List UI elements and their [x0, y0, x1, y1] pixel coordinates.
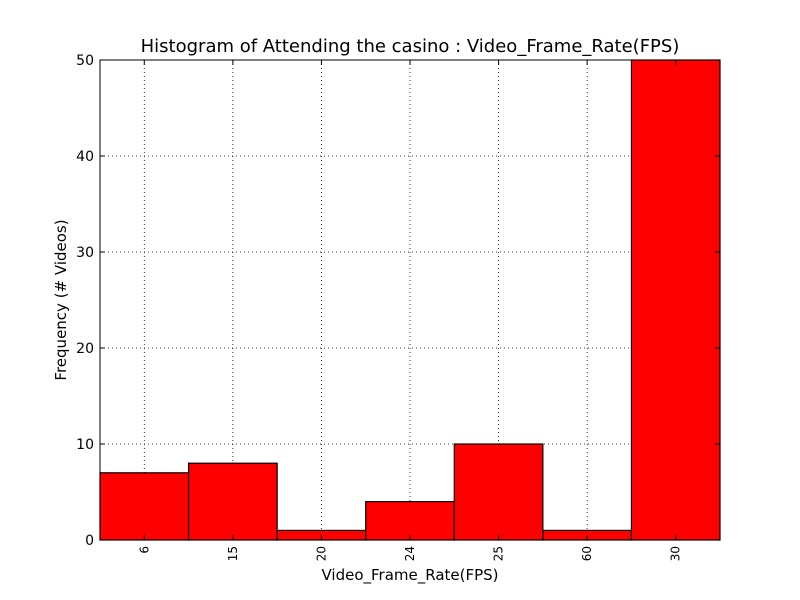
y-tick-labels: 0 10 20 30 40 50	[76, 53, 94, 549]
x-tick-label: 25	[492, 546, 506, 561]
y-tick-label: 30	[76, 245, 94, 261]
bar	[365, 501, 455, 541]
bar	[99, 472, 190, 541]
ticks	[100, 59, 720, 541]
y-axis-label: Frequency (# Videos)	[52, 219, 70, 380]
bar	[453, 443, 544, 541]
y-tick-label: 20	[76, 341, 94, 357]
bars	[99, 59, 721, 541]
bar	[630, 59, 721, 541]
x-tick-label: 30	[669, 546, 683, 561]
y-tick-label: 0	[85, 533, 94, 549]
y-tick-label: 50	[76, 53, 94, 69]
x-tick-label: 24	[403, 546, 417, 561]
x-tick-label: 20	[314, 546, 328, 561]
bar	[187, 462, 278, 541]
y-tick-label: 40	[76, 149, 94, 165]
x-tick-label: 60	[580, 546, 594, 561]
x-tick-labels: 6 15 20 24 25 60 30	[137, 546, 682, 561]
x-tick-label: 15	[226, 546, 240, 561]
x-axis-label: Video_Frame_Rate(FPS)	[321, 566, 498, 585]
chart-title: Histogram of Attending the casino : Vide…	[141, 36, 680, 57]
y-tick-label: 10	[76, 437, 94, 453]
x-tick-label: 6	[137, 546, 151, 554]
